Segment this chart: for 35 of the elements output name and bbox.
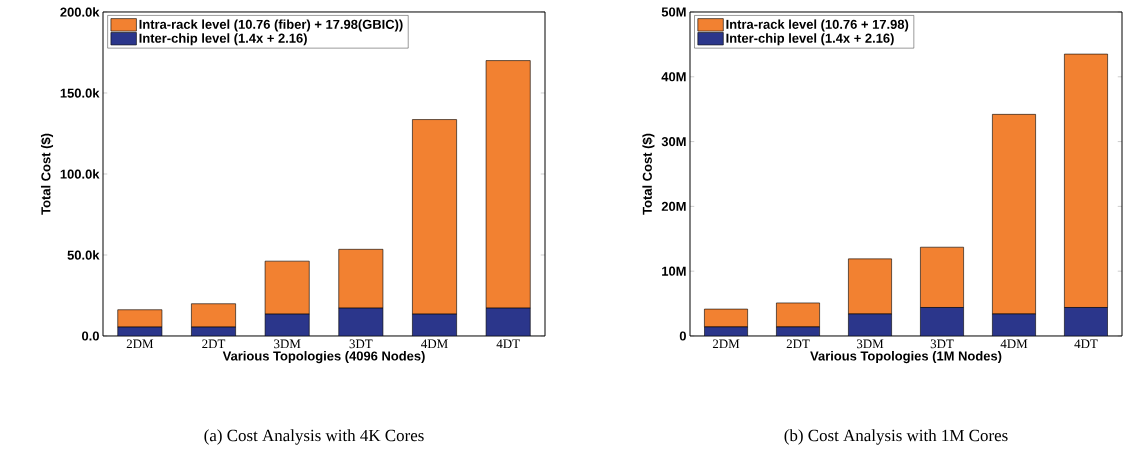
y-tick-label: 0.0 bbox=[82, 331, 99, 341]
y-tick-label: 150.0k bbox=[60, 88, 100, 98]
x-tick-label: 3DM bbox=[274, 339, 301, 349]
bar bbox=[485, 307, 531, 336]
x-tick-label: 4DT bbox=[1074, 339, 1098, 349]
x-tick-label: 2DM bbox=[712, 339, 740, 349]
y-tick-label: 10M bbox=[662, 266, 686, 276]
x-tick-label: 4DT bbox=[496, 339, 520, 349]
x-axis-title: Various Topologies (1M Nodes) bbox=[810, 351, 1002, 364]
x-tick-label: 4DM bbox=[1000, 339, 1028, 349]
y-tick-label: 50M bbox=[661, 7, 686, 17]
y-tick-label: 50.0k bbox=[67, 250, 100, 260]
y-axis-title: Total Cost ($) bbox=[642, 133, 655, 215]
y-tick-label: 200.0k bbox=[60, 7, 100, 17]
legend-label: Intra-rack level (10.76 + 17.98) bbox=[726, 19, 909, 32]
x-tick-label: 2DT bbox=[786, 339, 810, 349]
x-tick-label: 3DT bbox=[349, 339, 373, 349]
y-tick-label: 0 bbox=[679, 331, 686, 341]
y-tick-label: 100.0k bbox=[60, 169, 100, 179]
y-tick-label: 30M bbox=[661, 136, 686, 147]
y-axis-title: Total Cost ($) bbox=[40, 133, 54, 215]
x-tick-label: 2DM bbox=[126, 339, 154, 349]
text: (b) Cost Analysis with 1M Cores bbox=[784, 429, 1008, 445]
y-tick-label: 20M bbox=[661, 201, 686, 211]
legend-label: Intra-rack level (10.76 (fiber) + 17.98(GBIC)) bbox=[139, 19, 403, 32]
text: (a) Cost Analysis with 4K Cores bbox=[204, 429, 424, 445]
y-tick-label: 40M bbox=[661, 72, 686, 82]
x-tick-label: 4DM bbox=[421, 339, 448, 349]
bar bbox=[338, 308, 383, 336]
legend-label: Inter-chip level (1.4x + 2.16) bbox=[726, 33, 894, 46]
x-tick-label: 2DT bbox=[202, 339, 226, 349]
x-tick-label: 3DT bbox=[930, 339, 954, 349]
x-tick-label: 3DM bbox=[856, 339, 884, 349]
legend-label: Inter-chip level (1.4x + 2.16) bbox=[139, 33, 307, 46]
x-axis-title: Various Topologies (4096 Nodes) bbox=[222, 351, 425, 364]
